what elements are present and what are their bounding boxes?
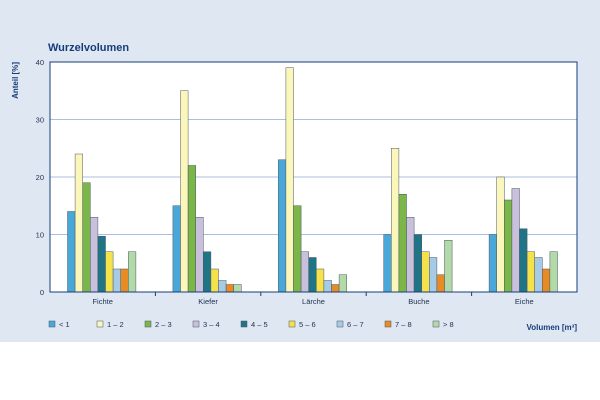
bar	[331, 284, 340, 293]
y-tick-label: 40	[36, 58, 44, 67]
legend-label: < 1	[59, 320, 70, 329]
bar	[67, 211, 76, 293]
bar	[285, 67, 294, 293]
bar	[496, 176, 505, 293]
bar	[383, 234, 392, 293]
legend-swatch	[192, 320, 200, 328]
legend-swatch	[144, 320, 152, 328]
bar	[203, 251, 212, 293]
y-axis-label: Anteil [%]	[11, 62, 20, 99]
legend-swatch	[240, 320, 248, 328]
legend-label: 5 – 6	[299, 320, 316, 329]
plot-frame	[49, 61, 578, 293]
bar	[488, 234, 497, 293]
bar	[323, 280, 332, 293]
legend-label: 2 – 3	[155, 320, 172, 329]
legend-label: 4 – 5	[251, 320, 268, 329]
category-label: Lärche	[302, 297, 325, 306]
bar	[542, 268, 551, 293]
bar	[105, 251, 114, 293]
bar	[429, 257, 438, 293]
category-label: Kiefer	[198, 297, 218, 306]
legend-swatch	[288, 320, 296, 328]
legend-swatch	[384, 320, 392, 328]
bar	[338, 274, 347, 293]
bar	[436, 274, 445, 293]
bar	[406, 217, 415, 293]
y-tick-label: 30	[36, 116, 44, 125]
legend-label: 6 – 7	[347, 320, 364, 329]
category-label: Buche	[408, 297, 429, 306]
bars-group	[67, 67, 558, 293]
bar	[233, 284, 242, 293]
bar	[511, 188, 520, 293]
bar	[391, 148, 400, 293]
axes	[49, 61, 578, 296]
bar	[225, 284, 234, 293]
bar	[90, 217, 99, 293]
bar	[278, 159, 287, 293]
y-tick-label: 0	[40, 288, 44, 297]
legend-swatch	[48, 320, 56, 328]
bar	[180, 90, 189, 293]
legend-label: 1 – 2	[107, 320, 124, 329]
bar	[120, 268, 129, 293]
bar	[112, 268, 121, 293]
bar	[300, 251, 309, 293]
bar	[293, 205, 302, 293]
category-label: Fichte	[92, 297, 112, 306]
bar	[82, 182, 91, 293]
legend-swatch	[432, 320, 440, 328]
bar	[413, 234, 422, 293]
bar	[128, 251, 137, 293]
y-tick-label: 10	[36, 231, 44, 240]
bar	[218, 280, 227, 293]
legend-label: 3 – 4	[203, 320, 220, 329]
category-label: Eiche	[515, 297, 534, 306]
bar	[398, 194, 407, 293]
bar	[172, 205, 181, 293]
bar	[504, 199, 513, 293]
legend-swatch	[96, 320, 104, 328]
y-ticks: 0 10 20 30 40	[36, 58, 44, 297]
bar	[444, 240, 453, 293]
bar	[421, 251, 430, 293]
bar	[534, 257, 543, 293]
chart-figure: Wurzelvolumen Anteil [%] Volumen [m³] 0 1…	[0, 0, 600, 342]
bar	[187, 165, 196, 293]
bar	[519, 228, 528, 293]
bar	[549, 251, 558, 293]
bar	[74, 153, 83, 293]
legend-label: > 8	[443, 320, 454, 329]
bar	[308, 257, 317, 293]
bar	[195, 217, 204, 293]
bar	[526, 251, 535, 293]
y-tick-label: 20	[36, 173, 44, 182]
category-labels: Fichte Kiefer Lärche Buche Eiche	[92, 297, 533, 306]
chart-title: Wurzelvolumen	[48, 42, 129, 54]
bar	[97, 235, 106, 293]
x-axis-label: Volumen [m³]	[526, 323, 577, 332]
legend: < 1 1 – 2 2 – 3 3 – 4 4 – 5 5 – 6 6 – 7 7 – 8 > …	[48, 320, 454, 329]
chart-svg: Wurzelvolumen Anteil [%] Volumen [m³] 0 1…	[11, 42, 578, 332]
bar	[210, 268, 219, 293]
bar	[316, 268, 325, 293]
legend-label: 7 – 8	[395, 320, 412, 329]
legend-swatch	[336, 320, 344, 328]
